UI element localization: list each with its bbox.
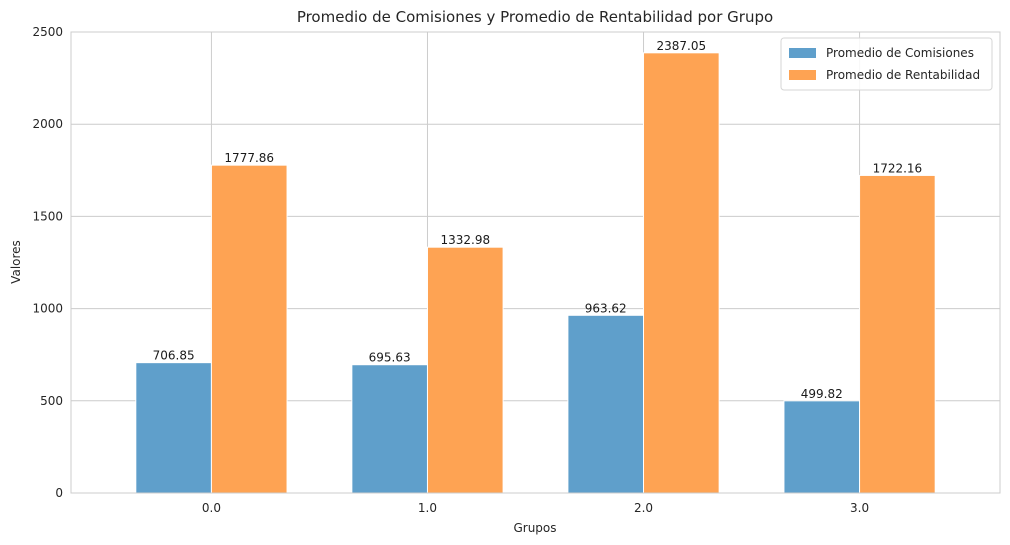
y-tick-label: 2000	[32, 117, 63, 131]
bar-series-1-cat-2	[643, 52, 720, 494]
data-labels: 706.85 695.63 963.62 499.82 1777.86 1332.98 23…	[153, 39, 923, 401]
bar-value-label: 1722.16	[873, 161, 923, 175]
legend-box	[780, 37, 993, 91]
legend-swatch	[789, 48, 816, 58]
bar-series-0-cat-2	[567, 314, 645, 494]
legend-entry-label: Promedio de Rentabilidad	[826, 68, 980, 82]
legend-entry-label: Promedio de Comisiones	[826, 46, 974, 60]
bar-series-0-cat-3	[783, 400, 861, 494]
bar-series-1-cat-0	[210, 164, 288, 494]
x-tick-label: 1.0	[418, 501, 437, 515]
x-tick-label: 3.0	[850, 501, 869, 515]
bar-series-1-cat-1	[426, 246, 504, 494]
y-tick-label: 1500	[32, 209, 63, 223]
bar-value-label: 499.82	[801, 387, 843, 401]
x-tick-label: 2.0	[634, 501, 653, 515]
bar-value-label: 1332.98	[440, 233, 490, 247]
plot-frame	[70, 31, 1001, 494]
y-axis-label: Valores	[9, 240, 23, 284]
bar-series-1-cat-3	[859, 174, 936, 494]
bar-value-label: 695.63	[369, 351, 411, 365]
bar-series-0-cat-0	[135, 362, 212, 494]
x-axis-ticks: 0.0 1.0 2.0 3.0	[202, 501, 869, 515]
y-tick-label: 2500	[32, 25, 63, 39]
bar-value-label: 706.85	[153, 349, 195, 363]
bar-series-0-cat-1	[351, 364, 428, 494]
bar-value-label: 963.62	[585, 301, 627, 315]
y-tick-label: 1000	[32, 302, 63, 316]
y-tick-label: 500	[40, 394, 63, 408]
bar-value-label: 2387.05	[657, 39, 707, 53]
x-tick-label: 0.0	[202, 501, 221, 515]
y-tick-label: 0	[55, 486, 63, 500]
legend: Promedio de Comisiones Promedio de Rentab…	[780, 37, 993, 91]
chart-title: Promedio de Comisiones y Promedio de Ren…	[297, 8, 773, 26]
bars	[135, 52, 936, 494]
legend-swatch	[789, 70, 816, 80]
bar-value-label: 1777.86	[224, 151, 274, 165]
x-axis-label: Grupos	[513, 521, 556, 535]
y-axis-ticks: 0 500 1000 1500 2000 2500	[32, 25, 63, 500]
